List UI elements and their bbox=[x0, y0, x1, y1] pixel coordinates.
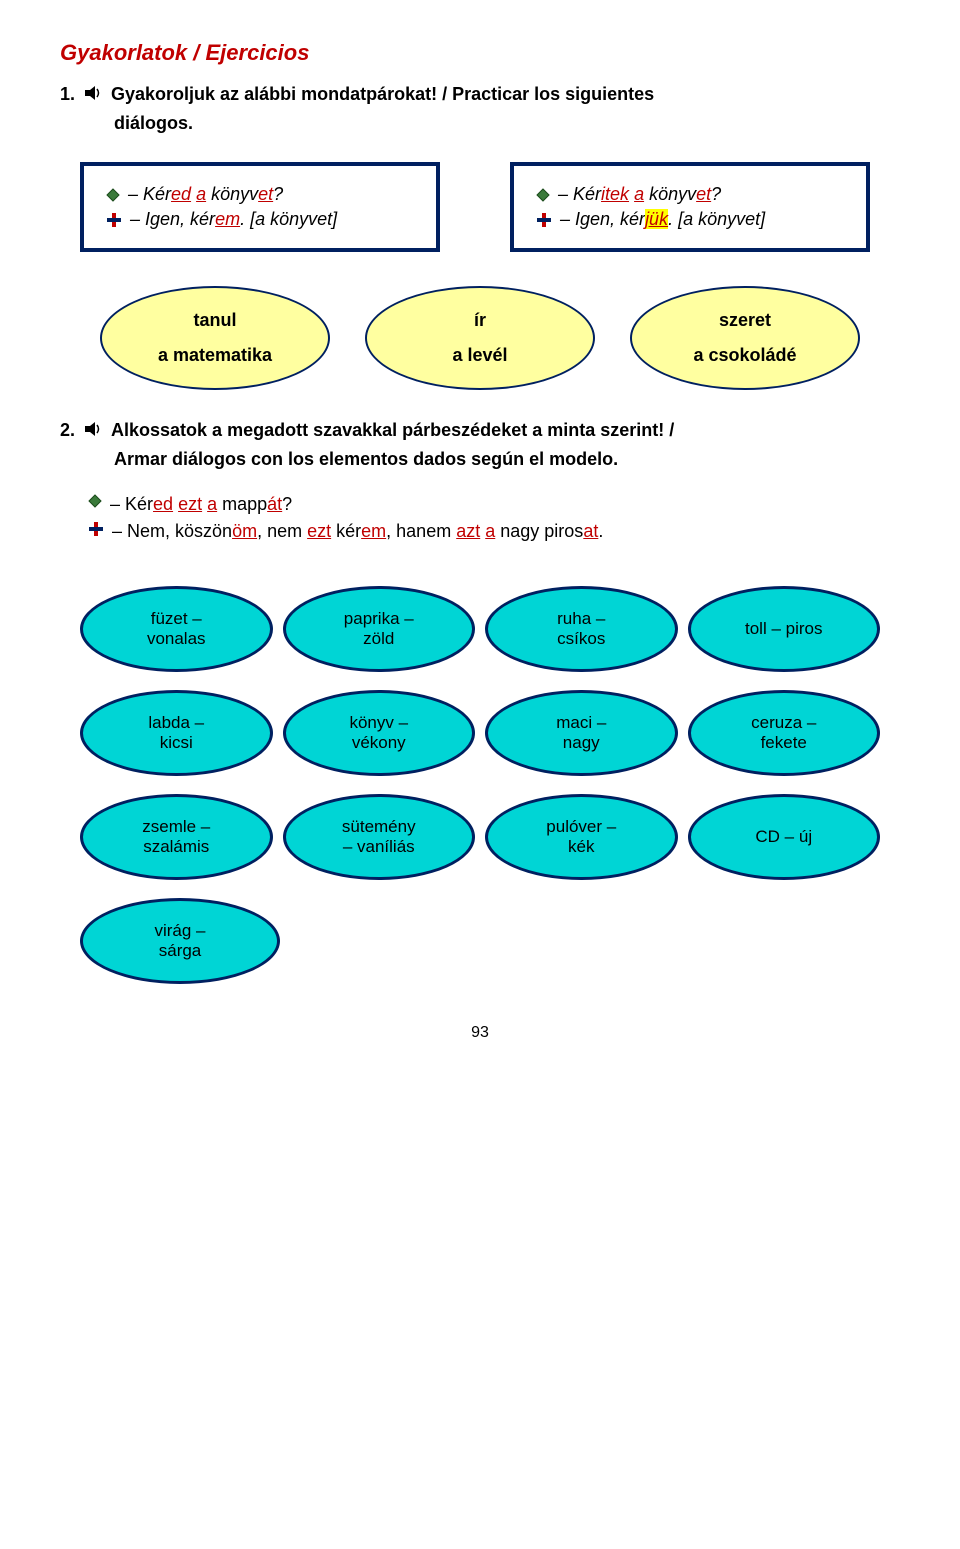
exercise-1-heading: 1. Gyakoroljuk az alábbi mondatpárokat! … bbox=[60, 84, 900, 105]
diamond-bullet-icon bbox=[106, 188, 120, 202]
ex1-number: 1. bbox=[60, 84, 75, 105]
cyan-oval: sütemény – vaníliás bbox=[283, 794, 476, 880]
cyan-row-2: labda – kicsi könyv – vékony maci – nagy… bbox=[80, 690, 880, 776]
plus-bullet-icon bbox=[88, 521, 104, 537]
dialog-right-question: – Kéritek a könyvet? bbox=[536, 184, 844, 205]
cyan-oval: labda – kicsi bbox=[80, 690, 273, 776]
cyan-oval: ruha – csíkos bbox=[485, 586, 678, 672]
yellow-oval-3: szeret a csokoládé bbox=[630, 286, 860, 390]
yellow-ovals-row: tanul a matematika ír a levél szeret a c… bbox=[100, 286, 860, 390]
cyan-row-3: zsemle – szalámis sütemény – vaníliás pu… bbox=[80, 794, 880, 880]
oval-top: tanul bbox=[194, 310, 237, 330]
example-answer: – Nem, köszönöm, nem ezt kérem, hanem az… bbox=[60, 521, 900, 542]
yellow-oval-2: ír a levél bbox=[365, 286, 595, 390]
speaker-icon bbox=[83, 84, 103, 102]
dialog-left-question: – Kéred a könyvet? bbox=[106, 184, 414, 205]
diamond-bullet-icon bbox=[536, 188, 550, 202]
oval-bottom: a levél bbox=[377, 345, 583, 366]
dialog-box-left: – Kéred a könyvet? – Igen, kérem. [a kön… bbox=[80, 162, 440, 252]
cyan-oval: paprika – zöld bbox=[283, 586, 476, 672]
dialog-right-answer: – Igen, kérjük. [a könyvet] bbox=[536, 209, 844, 230]
example-q-text: – Kéred ezt a mappát? bbox=[110, 494, 292, 515]
example-question: – Kéred ezt a mappát? bbox=[60, 494, 900, 515]
page-title: Gyakorlatok / Ejercicios bbox=[60, 40, 900, 66]
dialog-text: – Igen, kérjük. [a könyvet] bbox=[560, 209, 765, 230]
ex1-text-line2: diálogos. bbox=[60, 113, 900, 134]
ex1-text-line1: Gyakoroljuk az alábbi mondatpárokat! / P… bbox=[111, 84, 654, 105]
dialog-text: – Igen, kérem. [a könyvet] bbox=[130, 209, 337, 230]
oval-top: szeret bbox=[719, 310, 771, 330]
cyan-oval: zsemle – szalámis bbox=[80, 794, 273, 880]
oval-top: ír bbox=[474, 310, 486, 330]
example-a-text: – Nem, köszönöm, nem ezt kérem, hanem az… bbox=[112, 521, 603, 542]
cyan-oval: maci – nagy bbox=[485, 690, 678, 776]
page-number: 93 bbox=[60, 1024, 900, 1042]
dialog-text: – Kéritek a könyvet? bbox=[558, 184, 721, 205]
ex2-text-line2: Armar diálogos con los elementos dados s… bbox=[60, 449, 900, 470]
exercise-2-heading: 2. Alkossatok a megadott szavakkal párbe… bbox=[60, 420, 900, 441]
cyan-oval: könyv – vékony bbox=[283, 690, 476, 776]
plus-bullet-icon bbox=[106, 212, 122, 228]
oval-bottom: a csokoládé bbox=[642, 345, 848, 366]
cyan-oval: pulóver – kék bbox=[485, 794, 678, 880]
cyan-row-1: füzet – vonalas paprika – zöld ruha – cs… bbox=[80, 586, 880, 672]
oval-bottom: a matematika bbox=[112, 345, 318, 366]
yellow-oval-1: tanul a matematika bbox=[100, 286, 330, 390]
diamond-bullet-icon bbox=[88, 494, 102, 508]
dialog-left-answer: – Igen, kérem. [a könyvet] bbox=[106, 209, 414, 230]
dialog-text: – Kéred a könyvet? bbox=[128, 184, 283, 205]
dialog-box-right: – Kéritek a könyvet? – Igen, kérjük. [a … bbox=[510, 162, 870, 252]
ex2-text-line1: Alkossatok a megadott szavakkal párbeszé… bbox=[111, 420, 674, 441]
cyan-oval: ceruza – fekete bbox=[688, 690, 881, 776]
dialog-boxes-row: – Kéred a könyvet? – Igen, kérem. [a kön… bbox=[80, 162, 900, 252]
cyan-oval: virág – sárga bbox=[80, 898, 280, 984]
speaker-icon bbox=[83, 420, 103, 438]
plus-bullet-icon bbox=[536, 212, 552, 228]
cyan-row-4: virág – sárga bbox=[80, 898, 880, 984]
ex2-number: 2. bbox=[60, 420, 75, 441]
cyan-oval: CD – új bbox=[688, 794, 881, 880]
cyan-oval: füzet – vonalas bbox=[80, 586, 273, 672]
cyan-oval: toll – piros bbox=[688, 586, 881, 672]
